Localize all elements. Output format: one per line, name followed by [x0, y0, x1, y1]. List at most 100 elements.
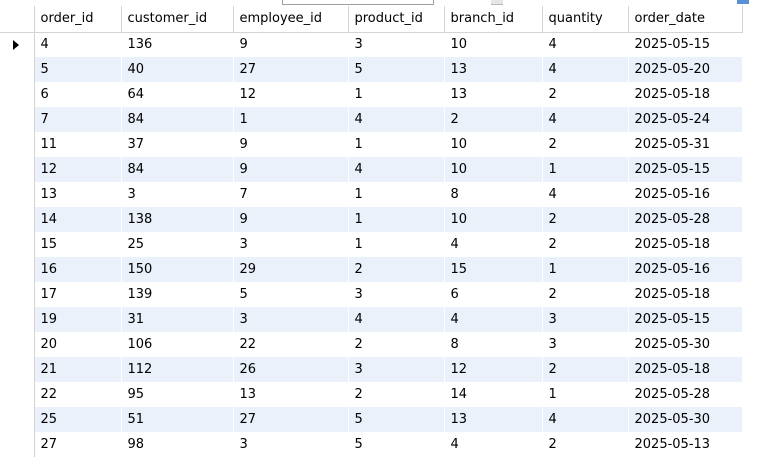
row-selector[interactable]: [0, 132, 35, 157]
cell-order-id[interactable]: 22: [34, 382, 122, 407]
cell-branch-id[interactable]: 13: [444, 82, 543, 107]
cell-customer-id[interactable]: 95: [121, 382, 234, 407]
cell-order-date[interactable]: 2025-05-18: [628, 232, 743, 257]
cell-employee-id[interactable]: 13: [233, 382, 349, 407]
select-all-corner[interactable]: [0, 6, 35, 33]
row-selector[interactable]: [0, 232, 35, 257]
table-row[interactable]: 11 37 9 1 10 2 2025-05-31: [0, 132, 743, 157]
cell-branch-id[interactable]: 4: [444, 432, 543, 457]
cell-product-id[interactable]: 3: [348, 357, 445, 382]
cell-product-id[interactable]: 5: [348, 432, 445, 457]
cell-product-id[interactable]: 4: [348, 157, 445, 182]
cell-quantity[interactable]: 1: [542, 382, 629, 407]
cell-order-id[interactable]: 5: [34, 57, 122, 82]
table-row[interactable]: 6 64 12 1 13 2 2025-05-18: [0, 82, 743, 107]
toolbar-icon-edge[interactable]: [737, 0, 749, 4]
cell-order-id[interactable]: 15: [34, 232, 122, 257]
cell-branch-id[interactable]: 14: [444, 382, 543, 407]
row-selector[interactable]: [0, 357, 35, 382]
cell-order-id[interactable]: 20: [34, 332, 122, 357]
column-header-order-date[interactable]: order_date: [628, 6, 743, 33]
cell-customer-id[interactable]: 138: [121, 207, 234, 232]
cell-employee-id[interactable]: 9: [233, 32, 349, 57]
row-selector[interactable]: [0, 407, 35, 432]
cell-customer-id[interactable]: 64: [121, 82, 234, 107]
cell-employee-id[interactable]: 9: [233, 132, 349, 157]
cell-employee-id[interactable]: 3: [233, 307, 349, 332]
cell-product-id[interactable]: 2: [348, 257, 445, 282]
cell-employee-id[interactable]: 27: [233, 57, 349, 82]
cell-employee-id[interactable]: 29: [233, 257, 349, 282]
column-header-quantity[interactable]: quantity: [542, 6, 629, 33]
cell-order-date[interactable]: 2025-05-20: [628, 57, 743, 82]
cell-employee-id[interactable]: 3: [233, 432, 349, 457]
cell-customer-id[interactable]: 98: [121, 432, 234, 457]
table-row[interactable]: 16 150 29 2 15 1 2025-05-16: [0, 257, 743, 282]
table-row[interactable]: 19 31 3 4 4 3 2025-05-15: [0, 307, 743, 332]
cell-employee-id[interactable]: 3: [233, 232, 349, 257]
cell-quantity[interactable]: 2: [542, 132, 629, 157]
row-selector[interactable]: [0, 282, 35, 307]
cell-order-id[interactable]: 12: [34, 157, 122, 182]
cell-product-id[interactable]: 1: [348, 82, 445, 107]
cell-order-date[interactable]: 2025-05-15: [628, 157, 743, 182]
cell-employee-id[interactable]: 9: [233, 157, 349, 182]
table-row[interactable]: 21 112 26 3 12 2 2025-05-18: [0, 357, 743, 382]
cell-branch-id[interactable]: 13: [444, 57, 543, 82]
cell-order-id[interactable]: 27: [34, 432, 122, 457]
cell-product-id[interactable]: 4: [348, 107, 445, 132]
cell-employee-id[interactable]: 22: [233, 332, 349, 357]
cell-quantity[interactable]: 2: [542, 207, 629, 232]
cell-customer-id[interactable]: 84: [121, 157, 234, 182]
table-row[interactable]: 20 106 22 2 8 3 2025-05-30: [0, 332, 743, 357]
row-selector[interactable]: [0, 32, 35, 57]
row-selector[interactable]: [0, 332, 35, 357]
cell-order-date[interactable]: 2025-05-30: [628, 332, 743, 357]
table-row[interactable]: 15 25 3 1 4 2 2025-05-18: [0, 232, 743, 257]
cell-order-id[interactable]: 14: [34, 207, 122, 232]
row-selector[interactable]: [0, 157, 35, 182]
cell-order-date[interactable]: 2025-05-31: [628, 132, 743, 157]
result-grid[interactable]: order_id customer_id employee_id product_id…: [0, 6, 760, 472]
cell-order-id[interactable]: 19: [34, 307, 122, 332]
cell-product-id[interactable]: 1: [348, 207, 445, 232]
cell-order-id[interactable]: 6: [34, 82, 122, 107]
table-row[interactable]: 13 3 7 1 8 4 2025-05-16: [0, 182, 743, 207]
cell-employee-id[interactable]: 7: [233, 182, 349, 207]
cell-product-id[interactable]: 1: [348, 132, 445, 157]
column-header-product-id[interactable]: product_id: [348, 6, 445, 33]
cell-customer-id[interactable]: 40: [121, 57, 234, 82]
cell-branch-id[interactable]: 8: [444, 182, 543, 207]
row-selector[interactable]: [0, 182, 35, 207]
table-row[interactable]: 5 40 27 5 13 4 2025-05-20: [0, 57, 743, 82]
cell-product-id[interactable]: 2: [348, 382, 445, 407]
cell-branch-id[interactable]: 4: [444, 307, 543, 332]
cell-branch-id[interactable]: 4: [444, 232, 543, 257]
cell-order-id[interactable]: 13: [34, 182, 122, 207]
cell-branch-id[interactable]: 6: [444, 282, 543, 307]
cell-product-id[interactable]: 4: [348, 307, 445, 332]
table-row[interactable]: 25 51 27 5 13 4 2025-05-30: [0, 407, 743, 432]
toolbar-button-edge[interactable]: [491, 0, 503, 5]
cell-customer-id[interactable]: 31: [121, 307, 234, 332]
cell-order-id[interactable]: 25: [34, 407, 122, 432]
cell-product-id[interactable]: 5: [348, 57, 445, 82]
table-row[interactable]: 17 139 5 3 6 2 2025-05-18: [0, 282, 743, 307]
cell-branch-id[interactable]: 10: [444, 207, 543, 232]
cell-quantity[interactable]: 4: [542, 182, 629, 207]
cell-order-date[interactable]: 2025-05-24: [628, 107, 743, 132]
row-selector[interactable]: [0, 107, 35, 132]
toolbar-field-edge[interactable]: [282, 0, 434, 5]
cell-order-id[interactable]: 21: [34, 357, 122, 382]
cell-order-id[interactable]: 17: [34, 282, 122, 307]
cell-branch-id[interactable]: 10: [444, 32, 543, 57]
cell-product-id[interactable]: 1: [348, 182, 445, 207]
cell-product-id[interactable]: 5: [348, 407, 445, 432]
cell-employee-id[interactable]: 5: [233, 282, 349, 307]
table-row[interactable]: 12 84 9 4 10 1 2025-05-15: [0, 157, 743, 182]
cell-quantity[interactable]: 1: [542, 257, 629, 282]
cell-order-date[interactable]: 2025-05-15: [628, 307, 743, 332]
cell-order-date[interactable]: 2025-05-18: [628, 357, 743, 382]
cell-customer-id[interactable]: 136: [121, 32, 234, 57]
cell-quantity[interactable]: 2: [542, 232, 629, 257]
